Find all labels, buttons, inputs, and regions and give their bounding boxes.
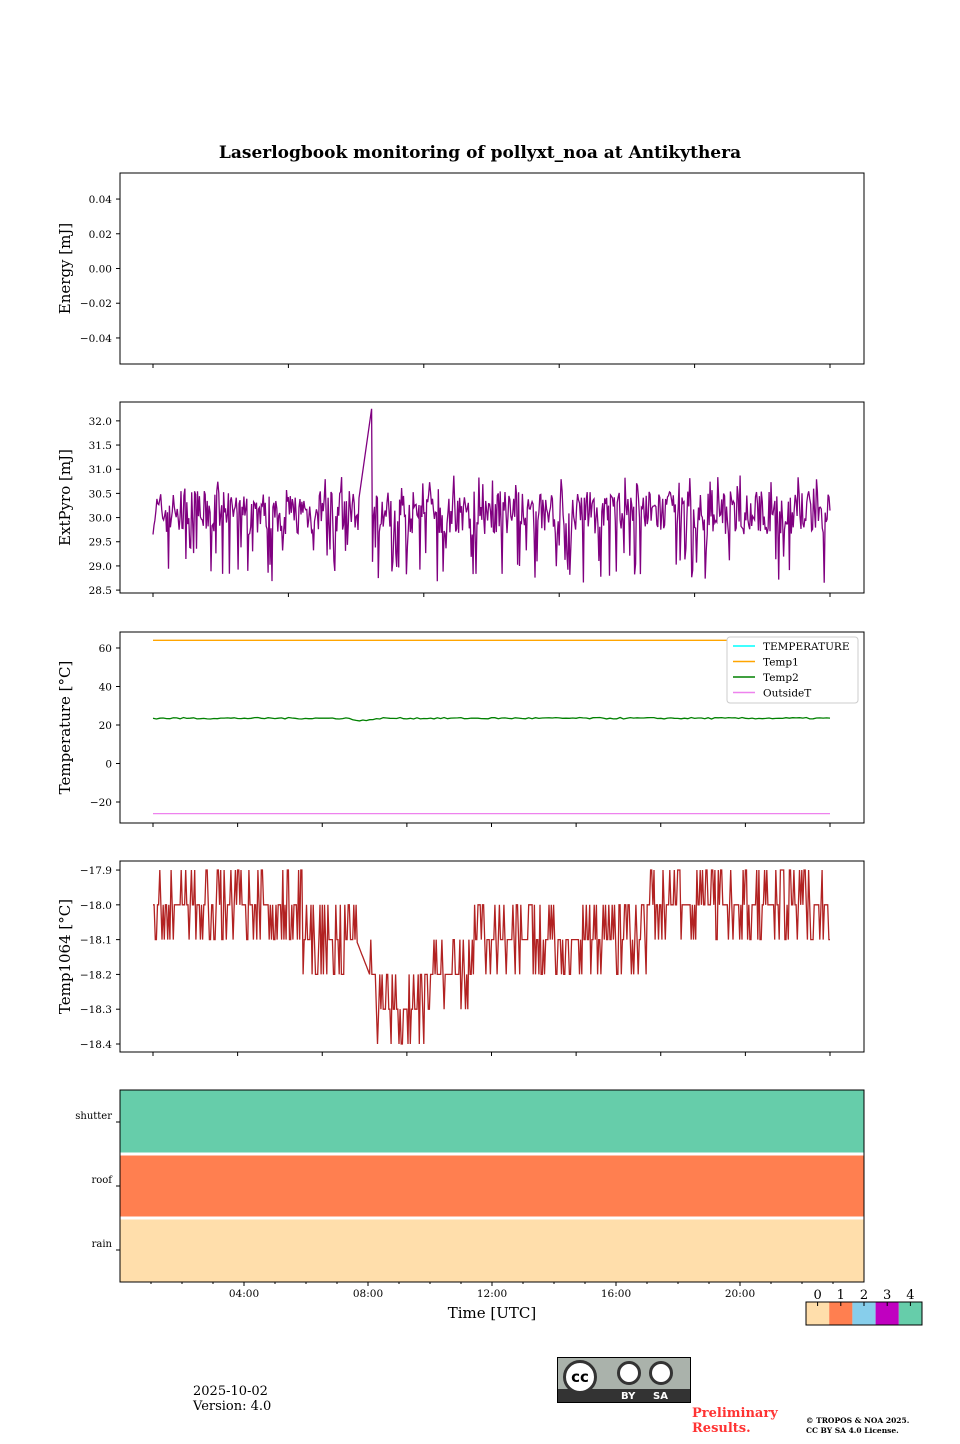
y-tick-label: 40 <box>99 681 112 693</box>
series-line-temp2 <box>152 716 831 722</box>
preliminary-note: Preliminary Results. <box>692 1406 778 1436</box>
version-label: Version: 4.0 <box>193 1399 272 1414</box>
status-row-shutter <box>120 1090 864 1154</box>
y-tick-label: −0.02 <box>80 298 112 310</box>
colorbar-frame <box>805 1301 923 1326</box>
panel-temp1064: −17.9 −18.0 −18.1 −18.2 −18.3 −18.4 Temp1064 [… <box>56 860 865 1056</box>
status-row-roof <box>120 1154 864 1218</box>
colorbar-label: 2 <box>860 1288 868 1303</box>
sa-label: SA <box>653 1391 668 1402</box>
colorbar-label: 3 <box>883 1288 891 1303</box>
colorbar-cell <box>829 1302 853 1325</box>
row-label: rain <box>92 1239 113 1250</box>
y-tick-label: −18.4 <box>80 1039 112 1051</box>
legend-entry: OutsideT <box>763 688 811 700</box>
date-label: 2025-10-02 <box>193 1384 268 1399</box>
y-axis-label: ExtPyro [mJ] <box>56 449 74 546</box>
cc-icon: cc <box>563 1360 597 1394</box>
copyright-note: © TROPOS & NOA 2025. CC BY SA 4.0 Licens… <box>806 1416 909 1436</box>
colorbar-cell <box>898 1302 922 1325</box>
y-tick-label: 0.04 <box>89 194 113 206</box>
share-alike-icon <box>649 1361 673 1385</box>
y-tick-label: 32.0 <box>89 416 112 428</box>
panel-extpyro: 32.0 31.5 31.0 30.5 30.0 29.5 29.0 28.5 ExtPyro … <box>56 401 865 597</box>
copyright-line1: © TROPOS & NOA 2025. <box>806 1416 910 1425</box>
y-tick-label: −18.2 <box>80 969 112 981</box>
y-tick-label: −20 <box>90 797 112 809</box>
y-tick-label: −17.9 <box>80 865 112 877</box>
y-tick-label: 20 <box>99 720 112 732</box>
y-tick-label: 0.02 <box>89 229 112 241</box>
cc-by-sa-badge: cc BY SA <box>557 1357 691 1403</box>
legend-box <box>726 636 859 704</box>
y-tick-label: −18.0 <box>80 900 112 912</box>
legend-entry: Temp2 <box>763 672 799 684</box>
panel-energy: 0.04 0.02 0.00 −0.02 −0.04 Energy [mJ] <box>56 172 865 368</box>
y-axis-label: Temp1064 [°C] <box>56 899 74 1014</box>
y-tick-label: 29.0 <box>89 561 112 573</box>
colorbar-cell <box>852 1302 876 1325</box>
footer-info: 2025-10-02 Version: 4.0 <box>193 1384 271 1414</box>
series-line-extpyro <box>152 408 831 583</box>
panel-temperature: 60 40 20 0 −20 Temperature [°C] TEMPERATURE Tem… <box>56 631 865 827</box>
legend: TEMPERATURE Temp1 Temp2 OutsideT <box>726 636 859 704</box>
y-axis-label: Temperature [°C] <box>56 661 74 795</box>
chart-title: Laserlogbook monitoring of pollyxt_noa a… <box>219 143 741 163</box>
row-label: shutter <box>75 1111 112 1122</box>
legend-entry: Temp1 <box>763 657 799 669</box>
y-tick-label: 30.5 <box>89 488 112 500</box>
x-tick-label: 20:00 <box>725 1288 755 1300</box>
x-tick-label: 04:00 <box>229 1288 259 1300</box>
y-tick-label: 31.0 <box>89 464 112 476</box>
y-tick-label: −18.1 <box>80 935 112 947</box>
y-tick-label: 29.5 <box>89 537 112 549</box>
attribution-icon <box>617 1361 641 1385</box>
x-tick-label: 08:00 <box>353 1288 383 1300</box>
y-tick-label: −18.3 <box>80 1004 112 1016</box>
row-label: roof <box>91 1175 113 1186</box>
legend-entry: TEMPERATURE <box>763 641 850 653</box>
x-axis-label: Time [UTC] <box>448 1304 537 1322</box>
plot-frame <box>119 860 865 1053</box>
y-tick-label: −0.04 <box>80 333 112 345</box>
colorbar-cell <box>806 1302 830 1325</box>
colorbar-cell <box>875 1302 899 1325</box>
copyright-line2: CC BY SA 4.0 License. <box>806 1426 899 1435</box>
y-tick-label: 28.5 <box>89 585 112 597</box>
y-tick-label: 30.0 <box>89 513 112 525</box>
y-tick-label: 0.00 <box>89 264 112 276</box>
x-tick-label: 12:00 <box>477 1288 507 1300</box>
colorbar-label: 1 <box>837 1288 845 1303</box>
by-label: BY <box>621 1391 636 1402</box>
colorbar-label: 4 <box>906 1288 914 1303</box>
preliminary-line2: Results. <box>692 1421 751 1436</box>
y-tick-label: 0 <box>105 759 112 771</box>
y-tick-label: 60 <box>99 643 112 655</box>
y-axis-label: Energy [mJ] <box>56 223 74 314</box>
plot-frame <box>119 172 865 365</box>
x-tick-label: 16:00 <box>601 1288 631 1300</box>
status-row-rain <box>120 1218 864 1282</box>
series-line-temp1064 <box>153 869 830 1045</box>
preliminary-line1: Preliminary <box>692 1406 778 1421</box>
y-tick-label: 31.5 <box>89 440 112 452</box>
colorbar-label: 0 <box>813 1288 821 1303</box>
panel-status: shutter roof rain 04:00 08:00 12:00 16:00 20:00… <box>75 1089 865 1322</box>
